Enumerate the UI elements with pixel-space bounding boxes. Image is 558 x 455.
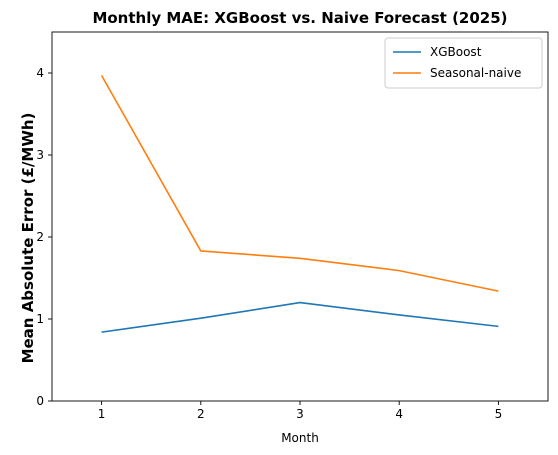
x-tick-label: 5 bbox=[495, 407, 503, 421]
y-tick-label: 2 bbox=[36, 230, 44, 244]
chart-title: Monthly MAE: XGBoost vs. Naive Forecast … bbox=[92, 9, 507, 27]
x-tick-label: 4 bbox=[395, 407, 403, 421]
legend-label-1: XGBoost bbox=[430, 45, 482, 59]
legend: XGBoost Seasonal-naive bbox=[384, 37, 543, 89]
y-tick-label: 4 bbox=[36, 66, 44, 80]
y-axis-label: Mean Absolute Error (£/MWh) bbox=[19, 113, 37, 364]
legend-box bbox=[384, 37, 543, 89]
y-tick-label: 3 bbox=[36, 148, 44, 162]
series-line-1 bbox=[101, 301, 499, 333]
y-tick-label: 1 bbox=[36, 312, 44, 326]
x-tick-label: 2 bbox=[197, 407, 205, 421]
x-axis-label: Month bbox=[281, 431, 319, 445]
y-tick-label: 0 bbox=[36, 394, 44, 408]
plot-area: 1 2 3 4 5 0 1 2 3 4 bbox=[36, 31, 549, 421]
x-tick-label: 1 bbox=[98, 407, 106, 421]
x-tick-label: 3 bbox=[296, 407, 304, 421]
legend-label-2: Seasonal-naive bbox=[430, 66, 521, 80]
series-line-2 bbox=[100, 75, 499, 292]
